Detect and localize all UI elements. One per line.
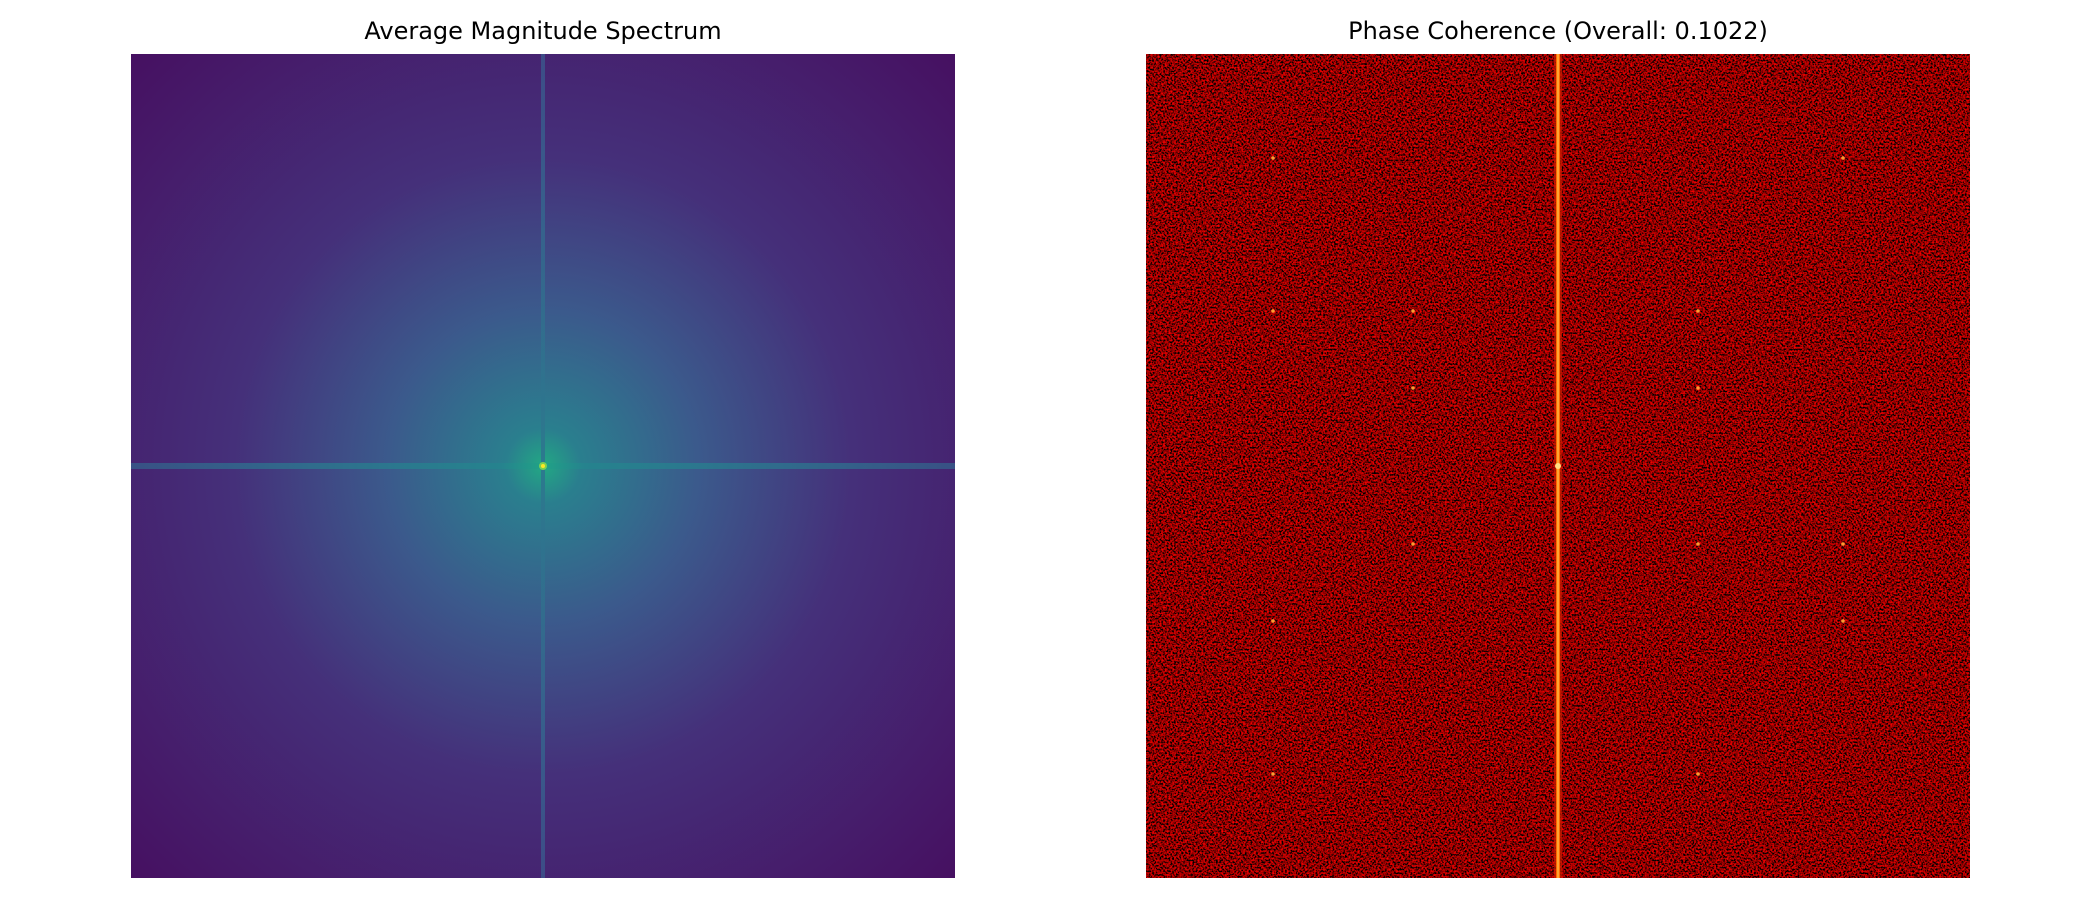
coherence-spot (1271, 156, 1275, 160)
coherence-spot (1696, 309, 1700, 313)
coherence-spot (1696, 542, 1700, 546)
dc-peak (1555, 463, 1561, 469)
coherence-spot (1696, 772, 1700, 776)
panel-title: Average Magnitude Spectrum (364, 17, 721, 45)
coherence-spot (1696, 386, 1700, 390)
coherence-spot (1271, 772, 1275, 776)
coherence-spot (1271, 619, 1275, 623)
coherence-spot (1841, 619, 1845, 623)
coherence-spot (1411, 309, 1415, 313)
dc-core (541, 464, 545, 468)
coherence-spot (1841, 542, 1845, 546)
panels (131, 54, 1970, 878)
coherence-spot (1411, 542, 1415, 546)
panel-title: Phase Coherence (Overall: 0.1022) (1348, 17, 1768, 45)
coherence-spot (1271, 309, 1275, 313)
coherence-spot (1841, 156, 1845, 160)
coherence-spot (1411, 386, 1415, 390)
